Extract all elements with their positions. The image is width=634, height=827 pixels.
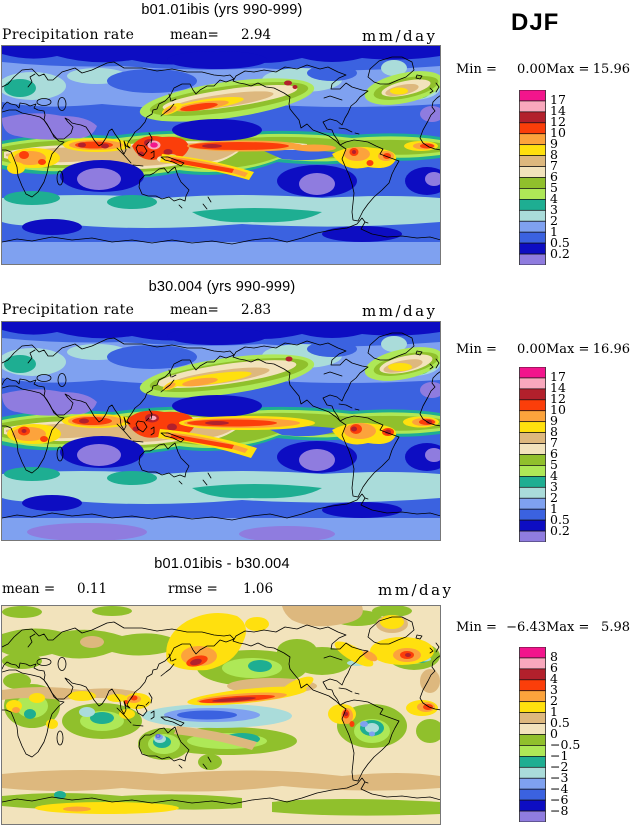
min-value: −6.43 — [506, 620, 546, 635]
colorbar-swatches — [519, 89, 546, 266]
colorbar-tick-label: 14 — [550, 380, 566, 396]
season-label: DJF — [511, 9, 560, 36]
colorbar-tick-label: 10 — [550, 402, 566, 418]
colorbar-tick-label: 17 — [550, 92, 566, 108]
units-label: mm/day — [362, 302, 438, 320]
colorbar-tick-label: 10 — [550, 125, 566, 141]
rmse-label: rmse = — [168, 581, 218, 597]
mean-label: mean = — [2, 581, 56, 597]
colorbar-labels: 8 6 4 3 2 1 0.5 0 −0.5 −1 −2 −3 −4 −6 −8 — [550, 647, 608, 822]
colorbar-tick-label: 4 — [550, 467, 558, 483]
colorbar-tick-label: 6 — [550, 169, 558, 184]
colorbar-tick-label: 1 — [550, 500, 558, 516]
colorbar-tick-label: 8 — [550, 649, 558, 665]
min-value: 0.00 — [517, 62, 546, 77]
colorbar-tick-label: 12 — [550, 114, 566, 130]
colorbar-swatches — [519, 366, 546, 543]
precip-map-2 — [2, 322, 440, 540]
colorbar-tick-label: 8 — [550, 424, 558, 440]
colorbar-tick-label: 2 — [550, 489, 558, 505]
precip-map-1 — [2, 46, 440, 264]
max-value: 5.98 — [601, 620, 630, 635]
colorbar-tick-label: 12 — [550, 391, 566, 407]
variable-label: Precipitation rate — [2, 27, 135, 43]
colorbar-tick-label: −8 — [550, 802, 569, 818]
mean-value: 2.83 — [241, 302, 272, 318]
panel1-title: b01.01ibis (yrs 990-999) — [141, 2, 303, 18]
min-label: Min = — [456, 62, 497, 77]
colorbar-tick-label: 0.5 — [550, 511, 570, 527]
colorbar-tick-label: 3 — [550, 201, 558, 217]
colorbar-labels: 17 14 12 10 9 8 7 6 5 4 3 2 1 0.5 0.2 — [550, 90, 608, 265]
panel2-subtitle: Precipitation rate mean= 2.83 mm/day — [0, 302, 444, 320]
colorbar-tick-label: 1 — [550, 223, 558, 239]
colorbar-tick-label: 8 — [550, 147, 558, 163]
map-panel1 — [1, 45, 441, 265]
colorbar-tick-label: 0 — [550, 726, 558, 741]
colorbar-tick-label: 0.5 — [550, 715, 570, 731]
panel3-title: b01.01ibis - b30.004 — [154, 556, 290, 572]
mean-value: 2.94 — [241, 27, 272, 43]
mean-label: mean= — [170, 27, 219, 43]
difference-map — [2, 606, 440, 824]
colorbar-tick-label: 6 — [550, 446, 558, 461]
map-panel3 — [1, 605, 441, 825]
colorbar-tick-label: 3 — [550, 478, 558, 494]
panel3-subtitle: mean = 0.11 rmse = 1.06 mm/day — [0, 581, 451, 599]
colorbar-tick-label: 4 — [550, 671, 558, 687]
map-panel2 — [1, 321, 441, 541]
colorbar-tick-label: 5 — [550, 179, 558, 195]
colorbar-tick-label: 4 — [550, 190, 558, 206]
units-label: mm/day — [378, 581, 454, 599]
colorbar-tick-label: 1 — [550, 704, 558, 720]
colorbar-tick-label: −6 — [550, 791, 569, 807]
colorbar-tick-label: 6 — [550, 660, 558, 676]
colorbar-tick-label: 14 — [550, 103, 566, 119]
min-label: Min = — [456, 620, 497, 635]
colorbar-tick-label: 9 — [550, 413, 558, 429]
colorbar-tick-label: 0.2 — [550, 245, 570, 261]
min-value: 0.00 — [517, 342, 546, 357]
max-value: 16.96 — [592, 342, 630, 357]
colorbar-tick-label: 3 — [550, 682, 558, 698]
colorbar-labels: 17 14 12 10 9 8 7 6 5 4 3 2 1 0.5 0.2 — [550, 367, 608, 542]
colorbar-tick-label: 0.5 — [550, 234, 570, 250]
mean-value: 0.11 — [77, 581, 108, 597]
colorbar-tick-label: 5 — [550, 456, 558, 472]
max-label: Max = — [546, 620, 590, 635]
panel1-minmax: Min = 0.00 Max = 15.96 — [456, 62, 632, 78]
panel1-subtitle: Precipitation rate mean= 2.94 mm/day — [0, 27, 444, 45]
colorbar-tick-label: 7 — [550, 435, 558, 451]
colorbar-panel1: 17 14 12 10 9 8 7 6 5 4 3 2 1 0.5 0.2 — [519, 89, 611, 266]
colorbar-tick-label: 7 — [550, 158, 558, 174]
colorbar-tick-label: 0.2 — [550, 522, 570, 538]
panel2-title: b30.004 (yrs 990-999) — [148, 279, 296, 295]
panel3-minmax: Min = −6.43 Max = 5.98 — [456, 620, 632, 636]
colorbar-tick-label: −2 — [550, 758, 569, 774]
colorbar-tick-label: −4 — [550, 780, 569, 796]
min-label: Min = — [456, 342, 497, 357]
max-value: 15.96 — [592, 62, 630, 77]
mean-label: mean= — [170, 302, 219, 318]
colorbar-panel3: 8 6 4 3 2 1 0.5 0 −0.5 −1 −2 −3 −4 −6 −8 — [519, 646, 611, 823]
colorbar-tick-label: 9 — [550, 136, 558, 152]
colorbar-panel2: 17 14 12 10 9 8 7 6 5 4 3 2 1 0.5 0.2 — [519, 366, 611, 543]
colorbar-tick-label: 2 — [550, 212, 558, 228]
max-label: Max = — [546, 342, 590, 357]
colorbar-tick-label: 2 — [550, 693, 558, 709]
colorbar-tick-label: −0.5 — [550, 736, 581, 752]
variable-label: Precipitation rate — [2, 302, 135, 318]
colorbar-tick-label: 17 — [550, 369, 566, 385]
panel2-minmax: Min = 0.00 Max = 16.96 — [456, 342, 632, 358]
rmse-value: 1.06 — [243, 581, 274, 597]
max-label: Max = — [546, 62, 590, 77]
colorbar-swatches — [519, 646, 546, 823]
colorbar-tick-label: −1 — [550, 747, 569, 763]
colorbar-tick-label: −3 — [550, 769, 569, 785]
units-label: mm/day — [362, 27, 438, 45]
